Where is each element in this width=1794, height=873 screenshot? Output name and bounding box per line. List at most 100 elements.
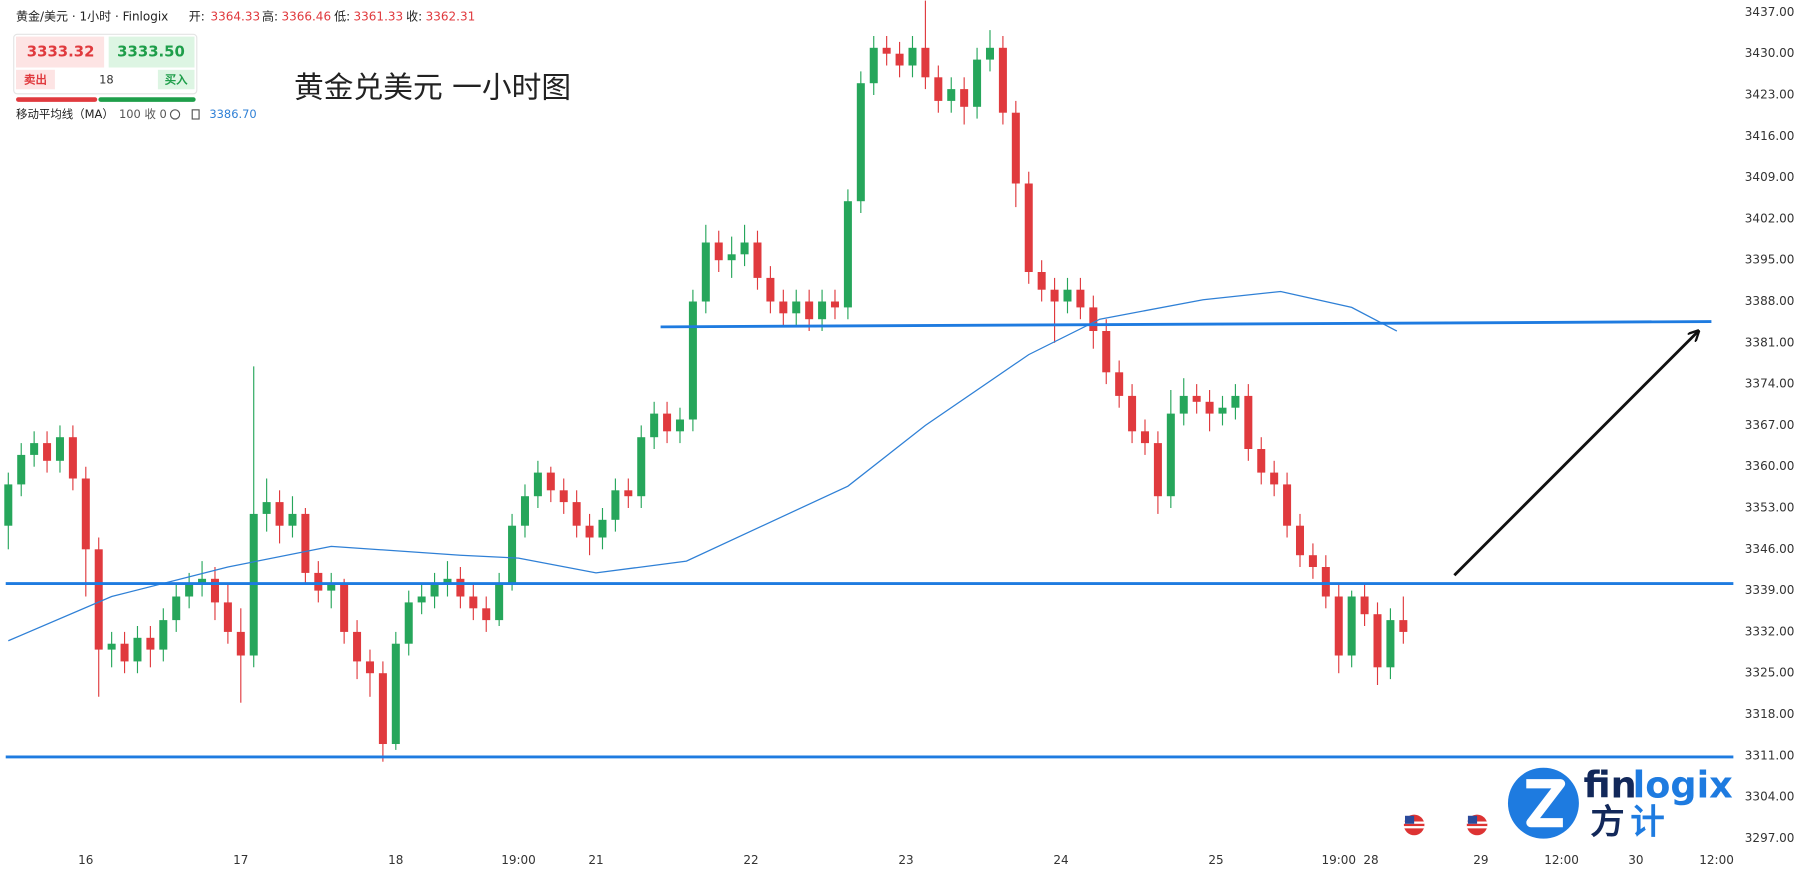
candle-body — [856, 83, 865, 202]
candle-body — [624, 490, 633, 497]
symbol: 黄金/美元 · 1小时 · Finlogix — [16, 9, 168, 24]
candle-body — [365, 661, 374, 674]
candle-body — [1011, 112, 1020, 184]
candle-body — [430, 584, 439, 597]
sell-label: 卖出 — [24, 73, 47, 87]
settings-icon[interactable] — [169, 109, 181, 120]
logo-text: 计 — [1630, 802, 1664, 842]
candle-body — [663, 413, 672, 432]
y-tick-label: 3402.00 — [1745, 211, 1794, 225]
sell-bar — [16, 97, 98, 102]
candle-body — [701, 242, 710, 302]
candle-body — [275, 502, 284, 526]
event-flag[interactable] — [1403, 814, 1425, 836]
bid-box[interactable] — [16, 36, 105, 68]
y-tick-label: 3416.00 — [1745, 129, 1794, 143]
candle-body — [17, 454, 26, 485]
high-label: 高: — [262, 9, 278, 24]
candle-body — [1218, 407, 1227, 414]
candle-body — [1334, 596, 1343, 656]
candle-body — [482, 608, 491, 621]
open-label: 开: — [189, 10, 205, 24]
candle-body — [947, 89, 956, 101]
candle-body — [559, 490, 568, 503]
candle-body — [1386, 620, 1395, 668]
y-tick-label: 3409.00 — [1745, 170, 1794, 184]
y-tick-label: 3388.00 — [1745, 294, 1794, 308]
candle-body — [637, 437, 646, 497]
candle-body — [391, 643, 400, 745]
logo-text: 方 — [1590, 802, 1624, 842]
y-tick-label: 3332.00 — [1745, 624, 1794, 638]
y-tick-label: 3353.00 — [1745, 501, 1794, 515]
bid-price: 3333.32 — [27, 43, 95, 61]
y-tick-label: 3437.00 — [1745, 5, 1794, 19]
y-tick-label: 3395.00 — [1745, 253, 1794, 267]
candle-body — [779, 301, 788, 314]
candle-body — [314, 572, 323, 591]
candle-body — [133, 637, 142, 662]
candle-body — [1089, 307, 1098, 332]
candle-body — [598, 519, 607, 538]
candle-body — [1076, 289, 1085, 308]
ask-box[interactable] — [108, 36, 195, 68]
ask-price: 3333.50 — [117, 43, 185, 61]
candle-body — [185, 584, 194, 597]
candle-body — [766, 277, 775, 302]
candle-body — [1128, 395, 1137, 432]
candle-body — [985, 47, 994, 60]
candle-body — [340, 584, 349, 632]
candle-body — [1205, 401, 1214, 414]
candle-body — [882, 47, 891, 54]
candle-body — [650, 413, 659, 438]
buy-label: 买入 — [165, 73, 188, 87]
logo — [1507, 767, 1579, 839]
candle-body — [210, 578, 219, 603]
low-label: 低: — [334, 10, 350, 24]
candle-body — [94, 549, 103, 650]
candle-body — [43, 443, 52, 461]
sell-button[interactable] — [16, 69, 55, 90]
event-flag[interactable] — [1466, 814, 1488, 836]
x-tick-label: 23 — [898, 853, 913, 867]
candle-body — [533, 472, 542, 497]
plot-area: 3437.00 3430.00 3423.00 3416.00 3409.00 3402.… — [4, 0, 1794, 867]
spread: 18 — [99, 73, 114, 87]
y-tick-label: 3430.00 — [1745, 46, 1794, 60]
chart-title: 黄金兑美元 一小时图 — [294, 71, 571, 106]
candle-body — [818, 301, 827, 320]
candle-body — [740, 242, 749, 255]
candle-body — [262, 502, 271, 514]
candle-body — [1231, 395, 1240, 408]
candle-body — [495, 584, 504, 621]
candle-body — [1257, 449, 1266, 473]
x-tick-label: 28 — [1363, 853, 1378, 867]
y-tick-label: 3318.00 — [1745, 707, 1794, 721]
candle-body — [327, 584, 336, 591]
close-value: 3362.31 — [426, 10, 476, 24]
open-value: 3364.33 — [211, 10, 261, 24]
x-tick-label: 24 — [1053, 853, 1068, 867]
candle-body — [753, 242, 762, 278]
candle-body — [1037, 272, 1046, 290]
candle-body — [353, 631, 362, 662]
candle-body — [159, 620, 168, 650]
candle-body — [998, 47, 1007, 113]
candle-body — [934, 77, 943, 101]
buy-button[interactable] — [157, 69, 195, 90]
x-tick-label: 12:00 — [1699, 853, 1734, 867]
candle-body — [4, 484, 13, 526]
y-tick-label: 3367.00 — [1745, 418, 1794, 432]
candle-body — [546, 472, 555, 491]
delete-icon[interactable] — [191, 109, 200, 120]
candle-body — [869, 47, 878, 84]
x-tick-label: 22 — [743, 853, 758, 867]
buy-bar — [98, 97, 196, 102]
close-label: 收: — [406, 10, 422, 24]
candle-body — [1399, 620, 1408, 632]
x-tick-label: 18 — [388, 853, 403, 867]
candle-body — [1050, 289, 1059, 302]
candle-body — [55, 437, 64, 461]
indicator-name: 移动平均线（MA） — [16, 107, 114, 121]
y-tick-label: 3381.00 — [1745, 335, 1794, 349]
